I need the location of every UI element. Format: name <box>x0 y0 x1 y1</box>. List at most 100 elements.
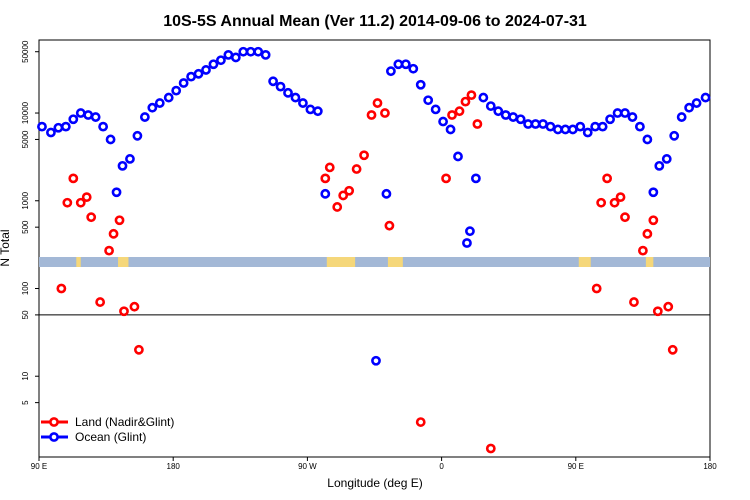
legend-marker-land <box>49 417 59 427</box>
ocean-point-71 <box>605 114 615 125</box>
land-point-31 <box>485 443 496 454</box>
land-point-1 <box>62 197 73 208</box>
ocean-point-80 <box>669 130 680 141</box>
ocean-point-15 <box>147 102 158 113</box>
land-point-19 <box>359 150 369 161</box>
land-point-8 <box>108 228 119 239</box>
ocean-point-18 <box>171 85 182 96</box>
ocean-point-4 <box>68 114 79 125</box>
y-tick-label-3: 100 <box>21 281 30 295</box>
land-point-4 <box>81 192 92 203</box>
land-point-6 <box>95 297 106 307</box>
y-tick-label-4: 500 <box>21 220 30 234</box>
ocean-point-64 <box>553 124 563 135</box>
land-point-7 <box>104 245 114 256</box>
land-point-0 <box>56 283 67 294</box>
x-axis-ticks: 90 E 180 90 W 0 90 E 180 <box>31 457 717 471</box>
ocean-point-38 <box>320 188 331 199</box>
land-point-36 <box>615 192 626 203</box>
land-point-29 <box>466 90 477 101</box>
y-tick-label-7: 10000 <box>21 101 30 124</box>
land-point-34 <box>602 173 613 184</box>
land-point-37 <box>620 212 630 223</box>
y-tick-label-2: 50 <box>21 310 30 319</box>
land-point-32 <box>591 283 602 294</box>
land-point-40 <box>642 228 653 239</box>
plot-frame <box>38 39 711 458</box>
map-ocean <box>39 257 710 267</box>
plot-area: 90 E 180 90 W 0 90 E 180 5 10 50 100 500 1000 5000 1… <box>21 39 717 471</box>
land-point-13 <box>320 173 331 184</box>
ocean-point-66 <box>567 124 578 135</box>
ocean-point-60 <box>523 119 533 129</box>
ocean-point-6 <box>83 110 94 120</box>
ocean-point-73 <box>620 108 630 118</box>
land-point-2 <box>68 173 79 184</box>
ocean-point-42 <box>393 59 404 70</box>
ocean-point-83 <box>691 98 702 108</box>
ocean-point-82 <box>684 102 695 113</box>
ocean-point-67 <box>575 121 586 132</box>
ocean-point-74 <box>627 112 638 122</box>
land-point-12 <box>134 344 144 355</box>
map-land-mass-4 <box>578 257 591 267</box>
ocean-point-31 <box>268 76 279 87</box>
land-point-10 <box>119 306 129 317</box>
ocean-point-76 <box>642 134 653 145</box>
land-point-28 <box>460 96 471 107</box>
x-tick-label-3: 0 <box>439 462 444 471</box>
legend-label-land: Land (Nadir&Glint) <box>75 415 174 429</box>
land-point-18 <box>351 164 362 174</box>
map-land-mass-1 <box>118 257 129 267</box>
x-axis-label: Longitude (deg E) <box>327 476 422 490</box>
ocean-point-25 <box>223 49 234 60</box>
ocean-point-62 <box>538 119 548 129</box>
land-point-9 <box>114 215 125 226</box>
ocean-point-35 <box>298 98 308 108</box>
ocean-point-48 <box>438 116 448 127</box>
y-tick-label-6: 5000 <box>21 130 30 148</box>
ocean-point-45 <box>415 79 426 90</box>
ocean-point-55 <box>485 101 496 111</box>
map-land-mass-0 <box>76 257 81 267</box>
x-tick-label-4: 90 E <box>568 462 584 471</box>
map-land <box>76 257 654 267</box>
ocean-point-14 <box>139 112 150 122</box>
ocean-point-81 <box>676 112 687 122</box>
ocean-point-2 <box>53 122 64 133</box>
land-point-23 <box>384 220 395 231</box>
ocean-point-30 <box>260 49 271 60</box>
land-point-21 <box>372 98 383 108</box>
ocean-point-78 <box>654 160 665 171</box>
ocean-point-56 <box>493 106 504 117</box>
ocean-point-17 <box>163 92 174 103</box>
y-tick-label-0: 5 <box>21 400 30 405</box>
ocean-point-79 <box>661 154 672 164</box>
ocean-point-43 <box>400 59 411 70</box>
ocean-point-3 <box>60 121 71 132</box>
x-tick-label-0: 90 E <box>31 462 47 471</box>
ocean-point-9 <box>105 134 116 145</box>
ocean-point-5 <box>75 108 86 118</box>
legend-item-land: Land (Nadir&Glint) <box>41 415 174 429</box>
map-land-mass-5 <box>645 257 654 267</box>
ocean-point-63 <box>545 121 556 132</box>
ocean-point-0 <box>37 121 47 132</box>
ocean-point-23 <box>208 59 219 70</box>
land-point-26 <box>447 110 457 120</box>
x-tick-label-1: 180 <box>167 462 181 471</box>
x-tick-label-5: 180 <box>703 462 717 471</box>
ocean-point-40 <box>381 188 392 199</box>
ocean-point-77 <box>648 187 659 198</box>
ocean-point-65 <box>560 124 571 135</box>
data-points <box>37 46 711 454</box>
map-land-mass-2 <box>326 257 356 267</box>
ocean-point-47 <box>430 104 441 115</box>
ocean-point-46 <box>423 95 434 106</box>
ocean-point-16 <box>154 98 165 108</box>
ocean-point-36 <box>305 104 316 115</box>
ocean-point-8 <box>98 121 109 132</box>
map-land-mass-3 <box>387 257 403 267</box>
ocean-point-10 <box>111 187 122 198</box>
land-point-20 <box>366 110 377 120</box>
